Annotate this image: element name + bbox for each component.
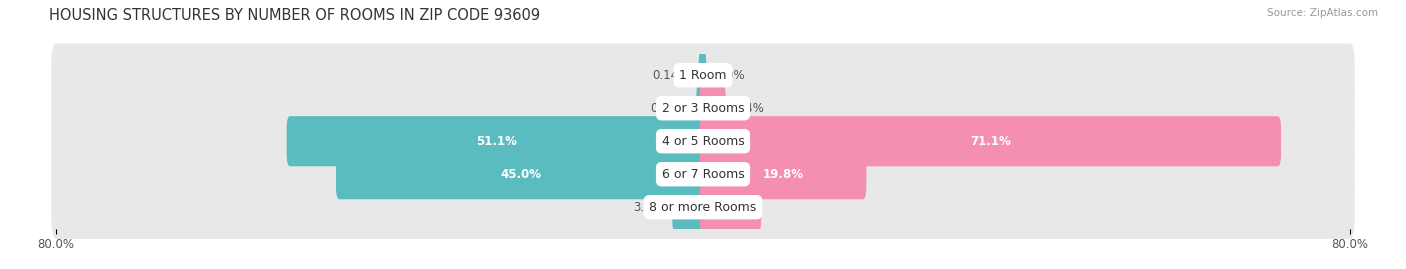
FancyBboxPatch shape	[700, 83, 725, 133]
FancyBboxPatch shape	[336, 149, 706, 199]
Text: 3.4%: 3.4%	[634, 201, 664, 214]
Text: HOUSING STRUCTURES BY NUMBER OF ROOMS IN ZIP CODE 93609: HOUSING STRUCTURES BY NUMBER OF ROOMS IN…	[49, 8, 540, 23]
Text: 6 or 7 Rooms: 6 or 7 Rooms	[662, 168, 744, 181]
FancyBboxPatch shape	[52, 176, 1354, 239]
Text: 0.0%: 0.0%	[716, 69, 745, 82]
FancyBboxPatch shape	[52, 44, 1354, 107]
Text: 1 Room: 1 Room	[679, 69, 727, 82]
FancyBboxPatch shape	[699, 50, 706, 100]
Text: 45.0%: 45.0%	[501, 168, 541, 181]
Text: 8 or more Rooms: 8 or more Rooms	[650, 201, 756, 214]
Text: 71.1%: 71.1%	[970, 135, 1011, 148]
FancyBboxPatch shape	[672, 182, 706, 232]
FancyBboxPatch shape	[700, 149, 866, 199]
Text: 0.14%: 0.14%	[652, 69, 690, 82]
FancyBboxPatch shape	[52, 77, 1354, 140]
Text: 4 or 5 Rooms: 4 or 5 Rooms	[662, 135, 744, 148]
Text: 6.8%: 6.8%	[714, 201, 747, 214]
FancyBboxPatch shape	[52, 109, 1354, 173]
Text: 2.4%: 2.4%	[734, 102, 765, 115]
FancyBboxPatch shape	[700, 116, 1281, 166]
Text: Source: ZipAtlas.com: Source: ZipAtlas.com	[1267, 8, 1378, 18]
Text: 51.1%: 51.1%	[477, 135, 517, 148]
FancyBboxPatch shape	[696, 83, 706, 133]
FancyBboxPatch shape	[700, 182, 761, 232]
Text: 0.42%: 0.42%	[650, 102, 688, 115]
Text: 2 or 3 Rooms: 2 or 3 Rooms	[662, 102, 744, 115]
FancyBboxPatch shape	[287, 116, 706, 166]
Text: 19.8%: 19.8%	[762, 168, 804, 181]
FancyBboxPatch shape	[52, 143, 1354, 206]
